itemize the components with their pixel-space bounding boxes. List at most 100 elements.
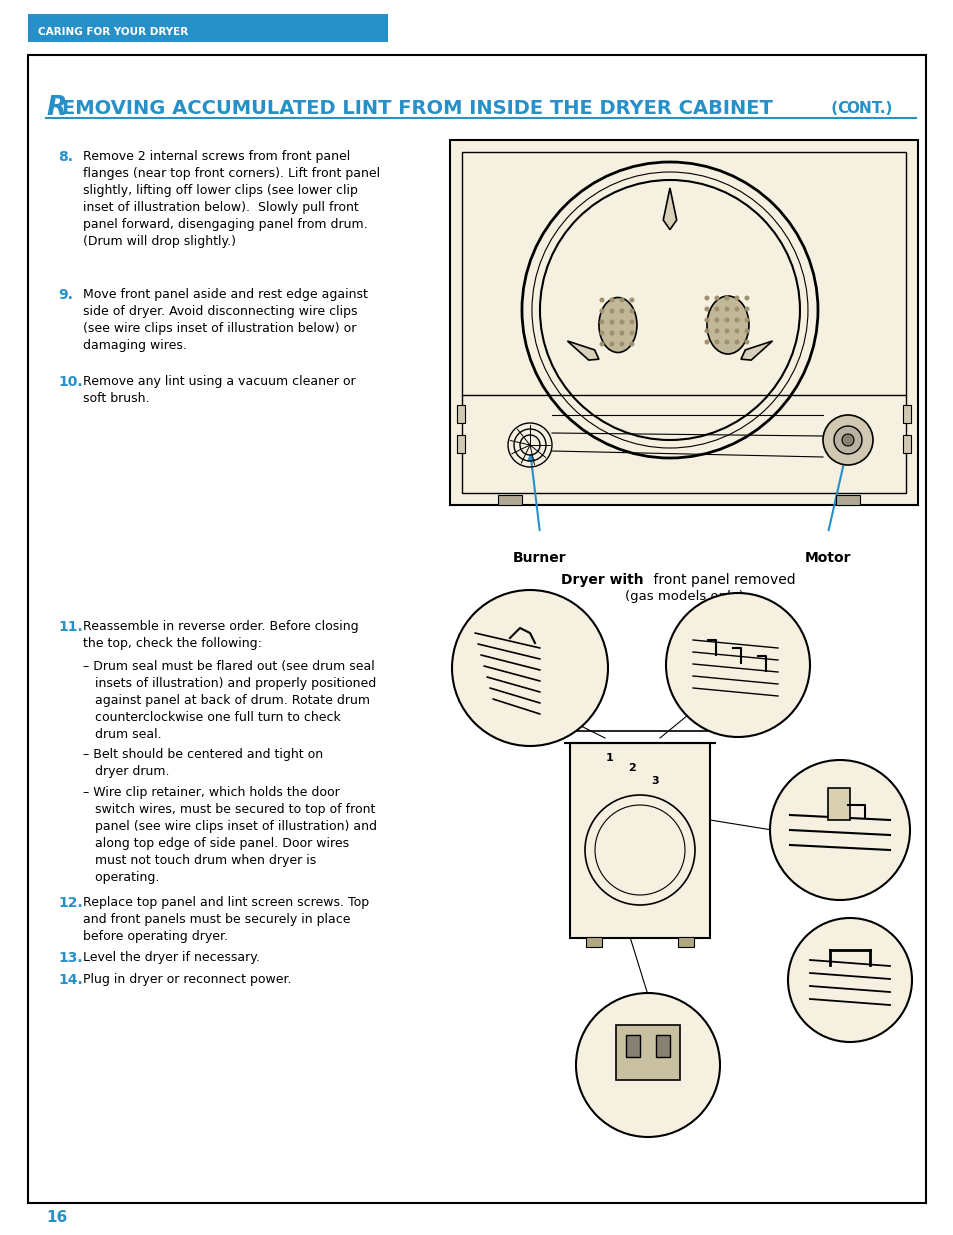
Text: CARING FOR YOUR DRYER: CARING FOR YOUR DRYER xyxy=(38,27,188,37)
Circle shape xyxy=(833,426,862,454)
Bar xyxy=(625,1035,639,1057)
FancyBboxPatch shape xyxy=(569,743,709,939)
Circle shape xyxy=(629,298,634,303)
Text: EMOVING ACCUMULATED LINT FROM INSIDE THE DRYER CABINET: EMOVING ACCUMULATED LINT FROM INSIDE THE… xyxy=(62,99,772,117)
Circle shape xyxy=(703,340,709,345)
Bar xyxy=(497,495,521,505)
Text: Reassemble in reverse order. Before closing
the top, check the following:: Reassemble in reverse order. Before clos… xyxy=(83,620,358,650)
Circle shape xyxy=(787,918,911,1042)
Text: Remove any lint using a vacuum cleaner or
soft brush.: Remove any lint using a vacuum cleaner o… xyxy=(83,375,355,405)
Circle shape xyxy=(841,433,853,446)
Circle shape xyxy=(629,309,634,314)
Circle shape xyxy=(609,320,614,325)
Circle shape xyxy=(629,331,634,336)
Circle shape xyxy=(723,317,729,322)
Bar xyxy=(656,1035,669,1057)
Bar xyxy=(450,140,917,505)
Text: Plug in dryer or reconnect power.: Plug in dryer or reconnect power. xyxy=(83,973,292,986)
Circle shape xyxy=(743,306,749,311)
Circle shape xyxy=(734,306,739,311)
Bar xyxy=(902,405,910,424)
Bar xyxy=(28,14,388,42)
Bar xyxy=(585,937,601,947)
Circle shape xyxy=(609,342,614,347)
Circle shape xyxy=(714,317,719,322)
Text: (gas models only): (gas models only) xyxy=(624,590,742,603)
Bar xyxy=(902,435,910,453)
Polygon shape xyxy=(662,188,676,230)
Circle shape xyxy=(598,298,604,303)
Circle shape xyxy=(723,329,729,333)
Circle shape xyxy=(665,593,809,737)
Text: 16: 16 xyxy=(46,1210,67,1225)
Circle shape xyxy=(743,329,749,333)
Circle shape xyxy=(714,295,719,300)
Text: Level the dryer if necessary.: Level the dryer if necessary. xyxy=(83,951,259,965)
Circle shape xyxy=(734,340,739,345)
Text: 2: 2 xyxy=(627,763,636,773)
Text: 10.: 10. xyxy=(58,375,83,389)
Text: Dryer with: Dryer with xyxy=(560,573,643,587)
Circle shape xyxy=(618,309,624,314)
Bar xyxy=(678,937,693,947)
Text: Replace top panel and lint screen screws. Top
and front panels must be securely : Replace top panel and lint screen screws… xyxy=(83,897,369,944)
Text: 9.: 9. xyxy=(58,288,72,303)
Circle shape xyxy=(734,317,739,322)
Text: 11.: 11. xyxy=(58,620,83,634)
Circle shape xyxy=(703,329,709,333)
Text: 3: 3 xyxy=(651,776,659,785)
Circle shape xyxy=(539,180,800,440)
Circle shape xyxy=(598,331,604,336)
Circle shape xyxy=(609,331,614,336)
Text: 13.: 13. xyxy=(58,951,83,965)
Polygon shape xyxy=(567,341,598,361)
Text: Burner: Burner xyxy=(513,551,566,564)
Circle shape xyxy=(734,295,739,300)
Circle shape xyxy=(714,329,719,333)
Bar xyxy=(461,152,905,493)
Text: R: R xyxy=(46,95,66,121)
Circle shape xyxy=(598,309,604,314)
Circle shape xyxy=(629,342,634,347)
FancyBboxPatch shape xyxy=(827,788,849,820)
Circle shape xyxy=(629,320,634,325)
Circle shape xyxy=(521,162,817,458)
Circle shape xyxy=(618,331,624,336)
Text: Move front panel aside and rest edge against
side of dryer. Avoid disconnecting : Move front panel aside and rest edge aga… xyxy=(83,288,368,352)
Circle shape xyxy=(743,295,749,300)
Circle shape xyxy=(723,306,729,311)
Circle shape xyxy=(609,298,614,303)
Circle shape xyxy=(734,329,739,333)
Circle shape xyxy=(703,295,709,300)
Ellipse shape xyxy=(706,296,748,354)
Ellipse shape xyxy=(598,298,637,352)
Text: (C: (C xyxy=(825,100,848,116)
Text: – Wire clip retainer, which holds the door
   switch wires, must be secured to t: – Wire clip retainer, which holds the do… xyxy=(83,785,376,884)
Circle shape xyxy=(769,760,909,900)
Text: – Belt should be centered and tight on
   dryer drum.: – Belt should be centered and tight on d… xyxy=(83,748,323,778)
Circle shape xyxy=(598,320,604,325)
Circle shape xyxy=(618,342,624,347)
Text: 14.: 14. xyxy=(58,973,83,987)
Bar xyxy=(456,435,464,453)
Circle shape xyxy=(452,590,607,746)
Bar xyxy=(456,405,464,424)
Text: 1: 1 xyxy=(605,753,613,763)
Circle shape xyxy=(822,415,872,466)
Circle shape xyxy=(723,340,729,345)
Circle shape xyxy=(703,306,709,311)
Text: front panel removed: front panel removed xyxy=(648,573,795,587)
Bar xyxy=(835,495,859,505)
Circle shape xyxy=(723,295,729,300)
Circle shape xyxy=(743,317,749,322)
Text: 8.: 8. xyxy=(58,149,73,164)
Circle shape xyxy=(703,317,709,322)
Text: Remove 2 internal screws from front panel
flanges (near top front corners). Lift: Remove 2 internal screws from front pane… xyxy=(83,149,379,248)
Circle shape xyxy=(714,340,719,345)
Text: ONT.): ONT.) xyxy=(845,100,891,116)
Text: Motor: Motor xyxy=(804,551,850,564)
Text: – Drum seal must be flared out (see drum seal
   insets of illustration) and pro: – Drum seal must be flared out (see drum… xyxy=(83,659,375,741)
Circle shape xyxy=(609,309,614,314)
Circle shape xyxy=(618,320,624,325)
Circle shape xyxy=(576,993,720,1137)
